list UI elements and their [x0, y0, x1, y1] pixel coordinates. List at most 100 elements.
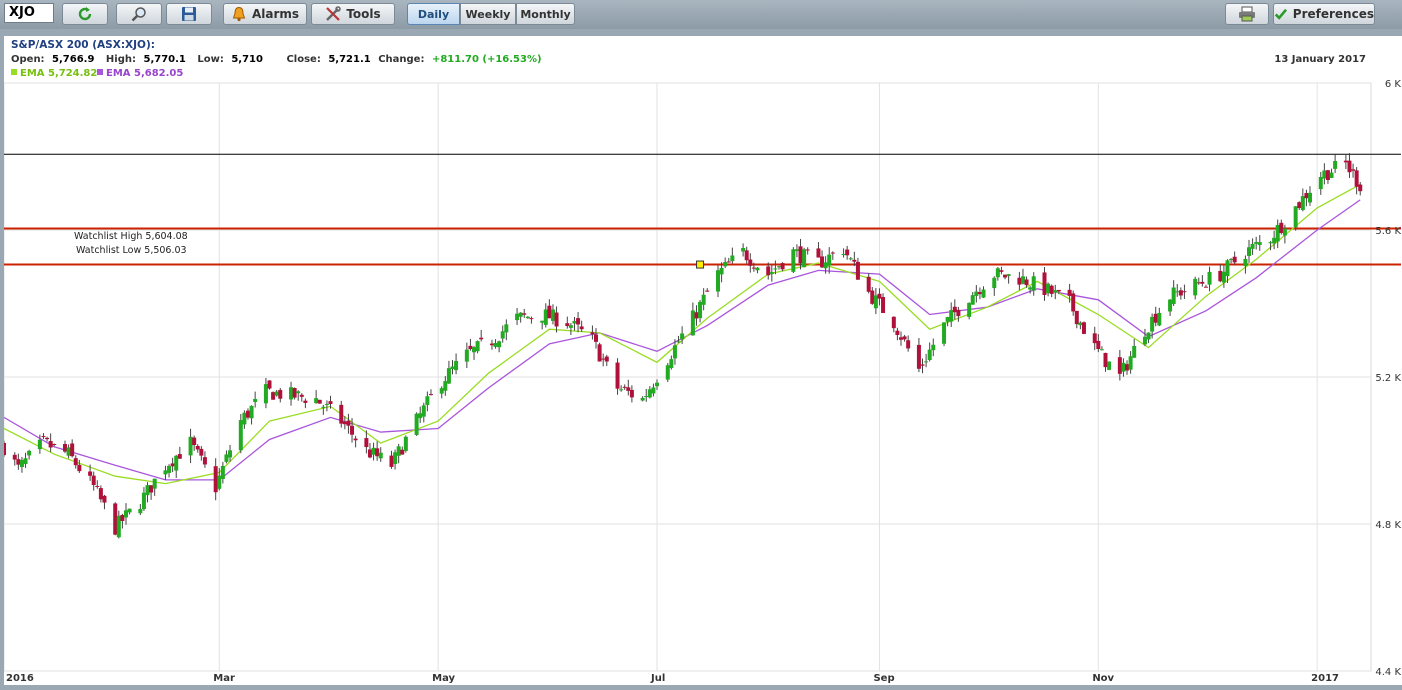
candle-body	[1232, 256, 1237, 263]
candle-body	[672, 345, 677, 359]
search-button[interactable]	[116, 3, 162, 25]
candle-body	[543, 309, 548, 325]
search-icon	[131, 7, 146, 22]
candle-body	[769, 272, 774, 275]
candle-body	[414, 413, 419, 435]
candle-body	[378, 452, 383, 459]
ema-slow-legend: EMA 5,682.05	[106, 68, 183, 79]
candle-body	[802, 249, 807, 268]
candle-body	[1275, 224, 1280, 242]
candle-body	[690, 310, 695, 336]
symbol-input[interactable]: XJO	[4, 3, 54, 23]
candle-body	[1053, 290, 1058, 293]
candle-body	[694, 312, 699, 319]
print-button[interactable]	[1225, 3, 1269, 25]
close-value: 5,721.1	[328, 54, 370, 65]
candle-body	[1132, 345, 1137, 358]
alarms-label: Alarms	[251, 7, 300, 21]
candle-body	[1178, 290, 1183, 296]
preferences-button[interactable]: Preferences	[1273, 3, 1375, 25]
tools-button[interactable]: Tools	[311, 3, 395, 25]
candle-body	[898, 337, 903, 340]
candle-body	[177, 454, 182, 459]
candle-body	[170, 463, 175, 467]
candle-body	[680, 333, 685, 340]
candle-body	[174, 455, 179, 471]
candle-body	[601, 358, 606, 360]
candle-body	[253, 398, 258, 403]
candle-body	[1351, 169, 1356, 171]
candle-body	[317, 399, 322, 404]
candle-body	[1329, 172, 1334, 178]
candle-body	[891, 316, 896, 329]
candle-body	[791, 249, 796, 272]
candle-body	[550, 309, 555, 321]
tab-daily[interactable]: Daily	[407, 3, 460, 25]
candle-body	[1017, 277, 1022, 285]
candle-body	[726, 261, 731, 263]
candle-body	[594, 334, 599, 342]
candle-body	[823, 262, 828, 269]
candle-body	[192, 437, 197, 446]
save-button[interactable]	[166, 3, 212, 25]
candle-body	[73, 458, 78, 466]
tab-weekly[interactable]: Weekly	[460, 3, 516, 25]
candle-body	[1128, 356, 1133, 370]
candle-body	[95, 485, 100, 487]
candle-body	[723, 262, 728, 267]
candle-body	[37, 439, 42, 450]
candle-body	[845, 249, 850, 256]
candle-body	[425, 396, 430, 405]
candle-body	[1300, 196, 1305, 211]
checkmark-icon	[1274, 8, 1288, 20]
candle-body	[949, 310, 954, 322]
candle-body	[52, 444, 57, 446]
candle-body	[1107, 361, 1112, 370]
candle-body	[1218, 270, 1223, 282]
change-value: +811.70 (+16.53%)	[432, 54, 542, 65]
candle-body	[1099, 349, 1104, 351]
candle-body	[942, 322, 947, 344]
x-tick-label: May	[432, 673, 455, 684]
price-chart[interactable]: 4.4 K 4.8 K 5.2 K 5.6 K 6 K 2016 Mar May Jul Sep…	[2, 36, 1402, 685]
ema-fast-legend-swatch	[11, 69, 17, 75]
candle-body	[669, 359, 674, 368]
candle-body	[446, 368, 451, 384]
candle-body	[393, 452, 398, 464]
candle-body	[967, 302, 972, 317]
alarms-button[interactable]: Alarms	[223, 3, 307, 25]
candle-body	[999, 270, 1004, 272]
tab-monthly[interactable]: Monthly	[516, 3, 575, 25]
candle-body	[920, 364, 925, 366]
candle-body	[977, 292, 982, 295]
candle-body	[167, 465, 172, 473]
candle-body	[249, 405, 254, 419]
candle-body	[27, 450, 32, 456]
watchlist-marker[interactable]	[696, 260, 705, 269]
candle-body	[66, 447, 71, 456]
candle-body	[597, 344, 602, 362]
candle-body	[647, 389, 652, 398]
candle-body	[751, 267, 756, 269]
candle-body	[1304, 193, 1309, 199]
candle-body	[974, 291, 979, 296]
candle-body	[1347, 160, 1352, 173]
candle-body	[820, 256, 825, 268]
candle-body	[271, 392, 276, 400]
candle-body	[776, 266, 781, 268]
candle-body	[780, 263, 785, 270]
candle-body	[1282, 228, 1287, 236]
candle-body	[902, 336, 907, 340]
refresh-button[interactable]	[62, 3, 108, 25]
candle-body	[1168, 299, 1173, 312]
candle-body	[877, 293, 882, 299]
open-label: Open:	[11, 54, 45, 65]
candle-body	[62, 444, 67, 452]
candle-body	[278, 389, 283, 399]
candle-body	[418, 413, 423, 419]
candle-body	[1268, 242, 1273, 244]
candle-body	[16, 459, 21, 465]
candle-body	[1142, 336, 1147, 345]
candle-body	[665, 365, 670, 380]
y-tick-label: 6 K	[1385, 79, 1402, 90]
